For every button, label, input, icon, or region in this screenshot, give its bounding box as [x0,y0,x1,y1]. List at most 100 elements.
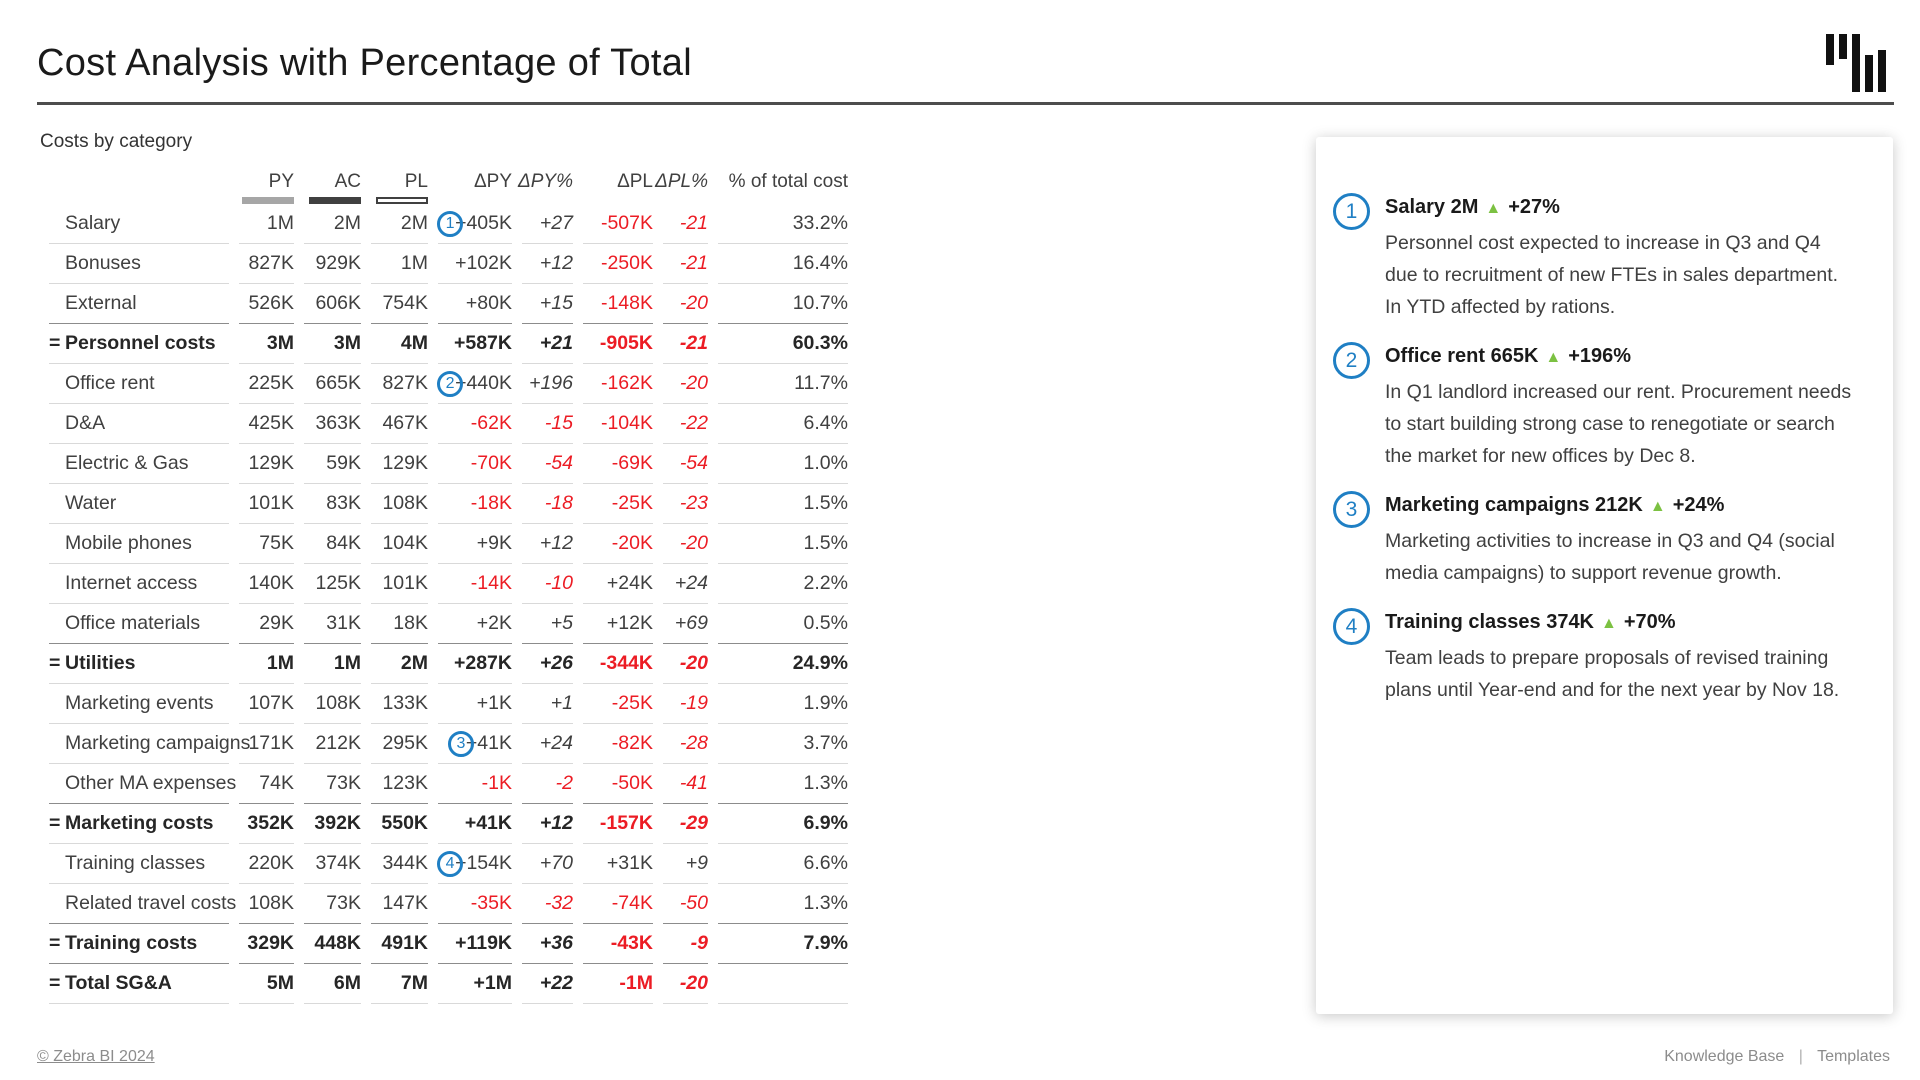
table-row[interactable]: External 526K 606K 754K +80K +15 -148K -20 10.7% [49,284,849,324]
comment-text: In Q1 landlord increased our rent. Procu… [1385,381,1852,467]
cell-pl: 491K [371,924,428,964]
table-row[interactable]: Office materials 29K 31K 18K +2K +5 +12K +69 0.5… [49,604,849,644]
cell-ac: 448K [304,924,361,964]
cell-ac: 665K [304,364,361,404]
table-row[interactable]: Related travel costs 108K 73K 147K -35K -32 -7… [49,884,849,924]
table-row[interactable]: = Marketing costs 352K 392K 550K +41K +12 -157K… [49,804,849,844]
comment-text: Marketing activities to increase in Q3 a… [1385,530,1835,584]
cell-dpl: -507K [583,204,653,244]
cell-dpypct: +1 [522,684,573,724]
cell-dpy: 2 +440K [437,364,512,404]
cell-dplpct: -54 [663,444,708,484]
cell-pct: 11.7% [718,364,848,404]
cell-dpl: +12K [583,604,653,644]
cost-table-body: Salary 1M 2M 2M 1 +405K +27 -507K -21 33.2% Bonuse… [49,204,849,1004]
cell-dplpct: -9 [663,924,708,964]
cell-dpypct: +21 [522,324,573,364]
comment-marker-1[interactable]: 1 [437,210,464,237]
cell-pl: 467K [371,404,428,444]
cell-dpy: +9K [438,524,512,564]
cell-pct: 7.9% [718,924,848,964]
cell-dpl: -1M [583,964,653,1004]
cell-ac: 363K [304,404,361,444]
increase-triangle-icon: ▲ [1601,615,1617,632]
table-row[interactable]: Mobile phones 75K 84K 104K +9K +12 -20K -20 1.5% [49,524,849,564]
table-row[interactable]: D&A 425K 363K 467K -62K -15 -104K -22 6.4% [49,404,849,444]
cell-dplpct: -50 [663,884,708,924]
footer-copyright-link[interactable]: © Zebra BI 2024 [37,1048,155,1065]
footer-link-knowledge-base[interactable]: Knowledge Base [1664,1048,1785,1065]
comment-marker-2[interactable]: 2 [437,370,464,397]
row-label: Office materials [49,604,229,644]
comment-text: Team leads to prepare proposals of revis… [1385,647,1840,701]
table-row[interactable]: Salary 1M 2M 2M 1 +405K +27 -507K -21 33.2% [49,204,849,244]
cell-ac: 212K [304,724,361,764]
footer-link-templates[interactable]: Templates [1817,1048,1890,1065]
cell-py: 827K [239,244,294,284]
cell-dpl: +31K [583,844,653,884]
table-row[interactable]: Bonuses 827K 929K 1M +102K +12 -250K -21 16.4% [49,244,849,284]
comment-item: 4 Training classes 374K ▲ +70% Team leads to… [1333,606,1853,706]
cell-pl: 133K [371,684,428,724]
cell-dplpct: -21 [663,324,708,364]
footer-nav: Knowledge Base | Templates [1664,1048,1890,1066]
table-row[interactable]: Water 101K 83K 108K -18K -18 -25K -23 1.5% [49,484,849,524]
cell-pct: 6.9% [718,804,848,844]
cell-dpy: +287K [438,644,512,684]
cell-dpy: -70K [438,444,512,484]
table-row[interactable]: = Total SG&A 5M 6M 7M +1M +22 -1M -20 [49,964,849,1004]
comment-marker-3[interactable]: 3 [447,730,474,757]
header-pl: PL [371,171,428,204]
cell-ac: 606K [304,284,361,324]
cell-py: 108K [239,884,294,924]
table-row[interactable]: Office rent 225K 665K 827K 2 +440K +196 -162K -2… [49,364,849,404]
cell-pct: 1.0% [718,444,848,484]
cell-pct: 1.3% [718,884,848,924]
table-row[interactable]: Marketing campaigns 171K 212K 295K 3 +41K +24-… [49,724,849,764]
header-py: PY [239,171,294,204]
cell-dplpct: -20 [663,964,708,1004]
cell-pl: 123K [371,764,428,804]
comment-body: Salary 2M ▲ +27% Personnel cost expected to… [1385,191,1853,323]
cell-dpl: -43K [583,924,653,964]
cell-dplpct: +69 [663,604,708,644]
cell-dpypct: +36 [522,924,573,964]
footer-link-separator: | [1798,1048,1803,1065]
cell-dplpct: -20 [663,364,708,404]
cell-dpypct: -32 [522,884,573,924]
cell-pl: 147K [371,884,428,924]
cell-pct: 60.3% [718,324,848,364]
cell-dpl: -82K [583,724,653,764]
cell-dplpct: -19 [663,684,708,724]
table-row[interactable]: = Utilities 1M 1M 2M +287K +26 -344K -20 24.9% [49,644,849,684]
comment-marker-4[interactable]: 4 [437,850,464,877]
cell-dplpct: -29 [663,804,708,844]
cell-ac: 84K [304,524,361,564]
cell-py: 29K [239,604,294,644]
row-label: Marketing campaigns [49,724,250,764]
table-row[interactable]: = Training costs 329K 448K 491K +119K +36 -43K -… [49,924,849,964]
cell-pct: 6.6% [718,844,848,884]
py-legend-bar [242,197,294,204]
cell-dplpct: -20 [663,524,708,564]
comment-number-icon: 2 [1333,342,1370,379]
cell-dpy: +1K [438,684,512,724]
table-row[interactable]: Other MA expenses 74K 73K 123K -1K -2 -50K -41 1… [49,764,849,804]
table-row[interactable]: = Personnel costs 3M 3M 4M +587K +21 -905K -21 60… [49,324,849,364]
cell-ac: 392K [304,804,361,844]
table-row[interactable]: Marketing events 107K 108K 133K +1K +1 -25K -19… [49,684,849,724]
table-row[interactable]: Internet access 140K 125K 101K -14K -10 +24K +2… [49,564,849,604]
cell-py: 5M [239,964,294,1004]
cell-dpypct: -18 [522,484,573,524]
cell-pl: 1M [371,244,428,284]
cell-dplpct: +9 [663,844,708,884]
cell-pct: 1.5% [718,484,848,524]
cell-dpypct: -2 [522,764,573,804]
cell-dpypct: +27 [522,204,573,244]
table-row[interactable]: Training classes 220K 374K 344K 4 +154K +70 +31… [49,844,849,884]
table-row[interactable]: Electric & Gas 129K 59K 129K -70K -54 -69K -54 1… [49,444,849,484]
cost-table-header: PY AC PL ΔPY ΔPY% ΔPL ΔPL% % of total co… [49,160,849,204]
cell-dpy: +587K [438,324,512,364]
page-title: Cost Analysis with Percentage of Total [37,42,692,84]
comment-body: Office rent 665K ▲ +196% In Q1 landlord inc… [1385,340,1853,472]
